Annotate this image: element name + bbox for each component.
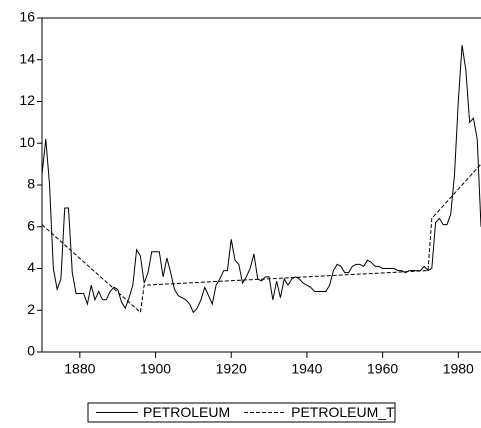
- series-line: [41, 163, 481, 314]
- x-tick-label: 1920: [216, 361, 247, 377]
- y-tick-label: 6: [27, 217, 35, 233]
- y-tick-label: 0: [27, 343, 35, 359]
- x-tick-label: 1900: [140, 361, 171, 377]
- y-tick-label: 14: [19, 50, 35, 66]
- legend-label: PETROLEUM_T: [291, 404, 395, 420]
- y-tick-label: 2: [27, 301, 35, 317]
- x-tick-label: 1880: [64, 361, 95, 377]
- y-tick-label: 8: [27, 176, 35, 192]
- y-tick-label: 4: [27, 259, 35, 275]
- series-line: [41, 45, 481, 314]
- x-tick-label: 1980: [443, 361, 474, 377]
- x-tick-label: 1940: [291, 361, 322, 377]
- y-tick-label: 12: [19, 92, 35, 108]
- x-tick-label: 1960: [367, 361, 398, 377]
- legend-box: [87, 402, 396, 423]
- legend-label: PETROLEUM: [143, 404, 230, 420]
- y-tick-label: 10: [19, 134, 35, 150]
- y-tick-label: 16: [19, 9, 35, 25]
